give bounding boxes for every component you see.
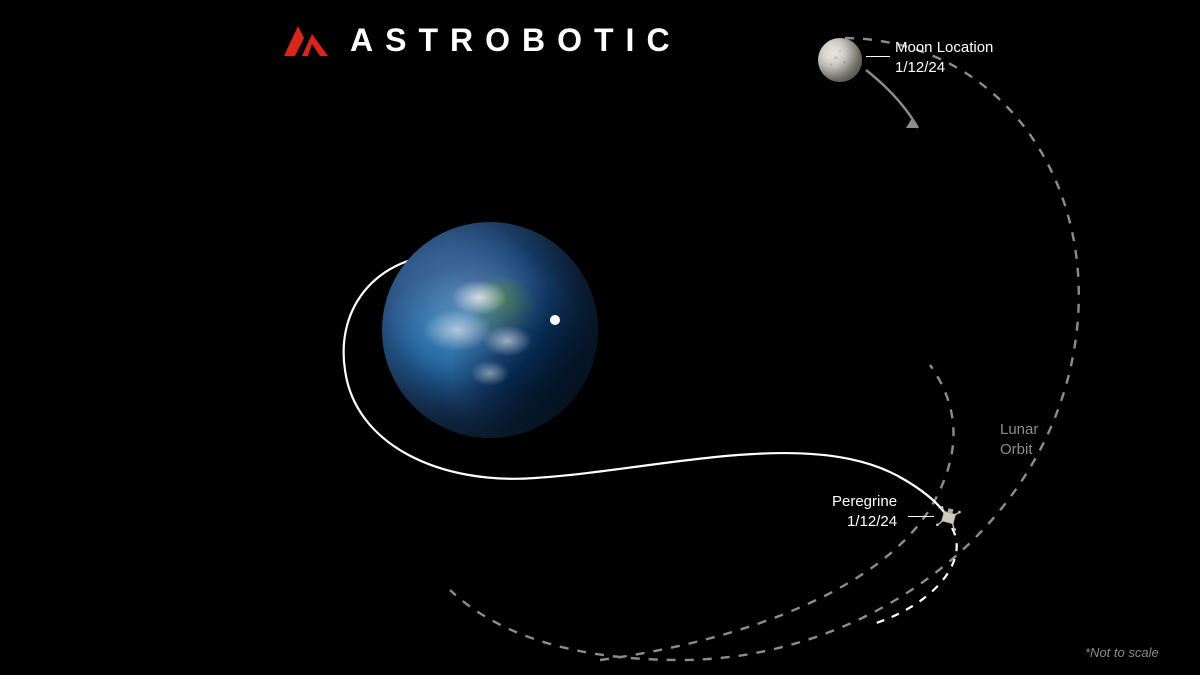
peregrine-label-title: Peregrine	[832, 493, 897, 510]
moon-label: Moon Location 1/12/24	[895, 38, 993, 79]
peregrine-label-date: 1/12/24	[832, 512, 897, 532]
moon-label-title: Moon Location	[895, 39, 993, 56]
launch-point	[550, 315, 560, 325]
scale-footnote: *Not to scale	[1085, 645, 1159, 660]
lunar-orbit-label-line2: Orbit	[1000, 440, 1038, 460]
lunar-orbit-inner-path	[600, 365, 954, 660]
moon-direction-arrow	[866, 70, 918, 128]
peregrine-trajectory-projected	[870, 528, 957, 625]
moon-label-leader	[866, 56, 890, 57]
orbit-diagram	[0, 0, 1200, 675]
lunar-orbit-label: Lunar Orbit	[1000, 420, 1038, 461]
peregrine-label: Peregrine 1/12/24	[832, 492, 897, 533]
earth	[382, 222, 598, 438]
moon	[818, 38, 862, 82]
lunar-orbit-label-line1: Lunar	[1000, 421, 1038, 438]
moon-label-date: 1/12/24	[895, 58, 993, 78]
peregrine-label-leader	[908, 516, 934, 517]
